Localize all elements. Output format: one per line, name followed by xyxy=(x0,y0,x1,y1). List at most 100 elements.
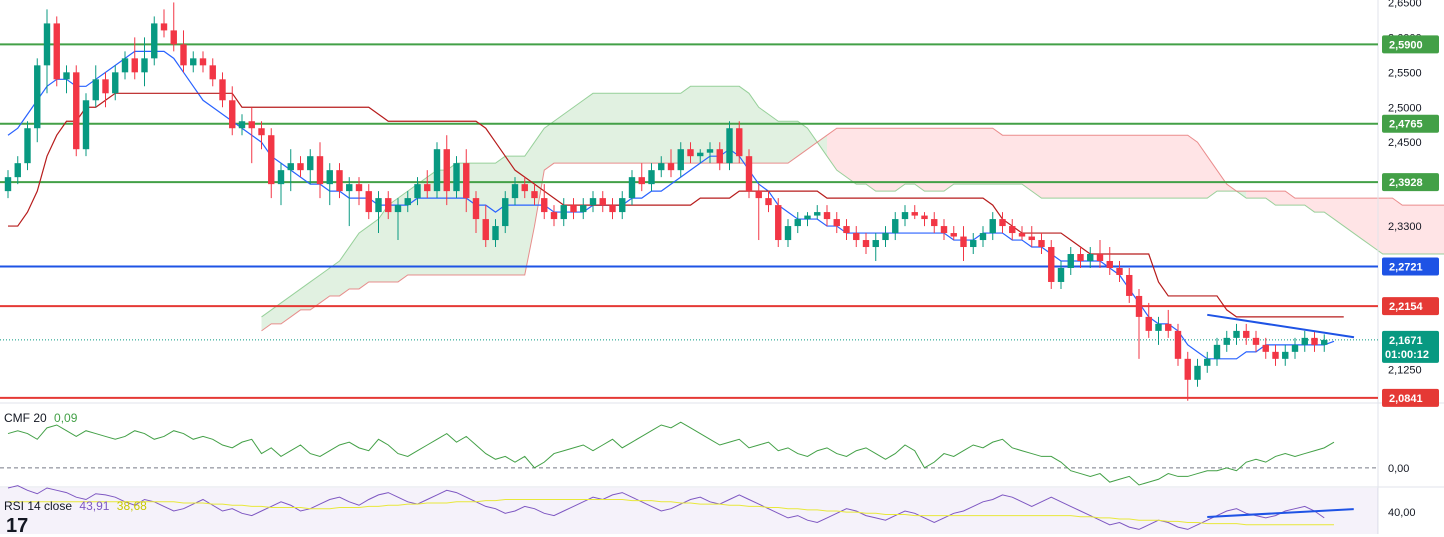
candle-body xyxy=(1116,268,1122,275)
candle xyxy=(1155,317,1161,345)
candle xyxy=(1311,331,1317,352)
candle xyxy=(1058,261,1064,289)
candle-body xyxy=(1038,240,1044,247)
candle-body xyxy=(297,163,303,170)
candle-body xyxy=(970,240,976,247)
cmf-line xyxy=(8,422,1334,485)
candle-body xyxy=(1214,345,1220,359)
trendlines xyxy=(1207,315,1354,337)
candle-body xyxy=(824,212,830,219)
candle xyxy=(814,205,820,219)
candle xyxy=(1136,289,1142,359)
candle-body xyxy=(317,156,323,184)
candle xyxy=(180,30,186,72)
candle-body xyxy=(843,226,849,233)
candle-body xyxy=(1253,338,1259,345)
candle xyxy=(756,184,762,240)
candle xyxy=(1253,331,1259,352)
candle xyxy=(824,205,830,226)
candle xyxy=(161,9,167,37)
candle-body xyxy=(1087,254,1093,261)
candle-body xyxy=(687,149,693,156)
candle-body xyxy=(717,149,723,163)
cmf-value: 0,09 xyxy=(54,411,77,425)
candle-body xyxy=(1019,233,1025,236)
candle xyxy=(912,205,918,219)
candle-body xyxy=(1292,345,1298,352)
candle xyxy=(746,149,752,198)
candle-body xyxy=(648,170,654,184)
candle-body xyxy=(804,216,810,219)
candle xyxy=(366,184,372,219)
candle-body xyxy=(395,205,401,212)
candle xyxy=(853,226,859,247)
candle xyxy=(1165,310,1171,338)
candle xyxy=(200,51,206,72)
candle-body xyxy=(249,121,255,128)
candle-body xyxy=(746,156,752,191)
candle-body xyxy=(892,219,898,233)
candle xyxy=(307,149,313,184)
candle-body xyxy=(424,184,430,191)
candle-body xyxy=(1311,338,1317,345)
candle-body xyxy=(785,226,791,240)
candle xyxy=(834,212,840,233)
candle-body xyxy=(83,100,89,149)
candle xyxy=(1077,247,1083,268)
candle-body xyxy=(171,30,177,44)
candle-body xyxy=(990,219,996,233)
price-trendline xyxy=(1207,315,1354,337)
candle-body xyxy=(941,226,947,233)
candle xyxy=(1302,331,1308,352)
candle xyxy=(921,212,927,226)
candle-body xyxy=(180,44,186,65)
level-tag-label: 2,0841 xyxy=(1389,393,1423,405)
candle xyxy=(5,170,11,198)
candle xyxy=(941,219,947,240)
candle-body xyxy=(775,205,781,240)
candle-body xyxy=(1243,331,1249,338)
candle-body xyxy=(492,226,498,240)
candle xyxy=(1272,345,1278,366)
candle-body xyxy=(1204,359,1210,366)
candle-body xyxy=(1009,226,1015,233)
candle-body xyxy=(1233,331,1239,338)
candle xyxy=(726,121,732,170)
candle xyxy=(1146,303,1152,338)
candle xyxy=(1185,352,1191,401)
candle xyxy=(297,156,303,177)
candle-body xyxy=(63,72,69,79)
candle-body xyxy=(1029,237,1035,240)
candle-body xyxy=(229,100,235,128)
candle-body xyxy=(512,184,518,198)
cmf-legend: CMF 20 0,09 xyxy=(4,411,77,425)
candle-body xyxy=(551,212,557,219)
candle-body xyxy=(697,153,703,156)
candle xyxy=(1214,338,1220,366)
candle-body xyxy=(327,170,333,184)
candle xyxy=(960,226,966,261)
candle xyxy=(639,163,645,191)
candle-body xyxy=(531,191,537,198)
candle-body xyxy=(795,219,801,226)
candle xyxy=(619,191,625,219)
candle-body xyxy=(580,205,586,212)
candle xyxy=(1292,338,1298,359)
candle-body xyxy=(1194,366,1200,380)
candle xyxy=(171,2,177,51)
candle-body xyxy=(93,79,99,100)
candle-body xyxy=(1136,296,1142,317)
candle-body xyxy=(24,128,30,163)
candle-body xyxy=(307,156,313,170)
candle-body xyxy=(219,79,225,100)
candle-body xyxy=(678,149,684,170)
candle-body xyxy=(258,128,264,135)
candle xyxy=(1048,240,1054,289)
candle xyxy=(278,163,284,205)
price-tick-label: 2,1250 xyxy=(1388,364,1422,376)
candle xyxy=(1029,226,1035,247)
candle-body xyxy=(1175,331,1181,359)
rsi-value: 43,91 xyxy=(79,499,109,513)
